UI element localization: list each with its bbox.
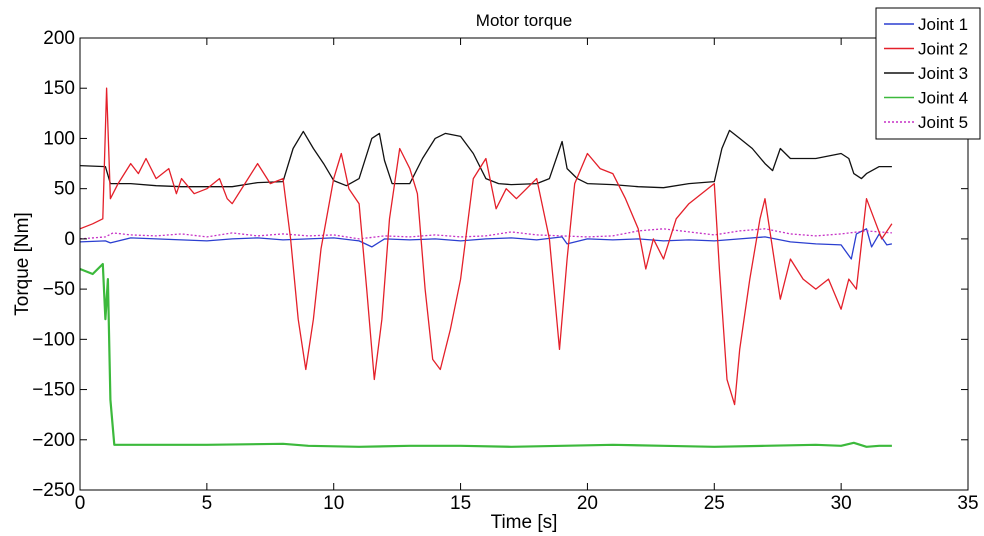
series-line-joint-1 xyxy=(80,228,893,260)
y-tick-label: 50 xyxy=(54,179,75,200)
x-tick-label: 15 xyxy=(450,493,471,514)
x-tick-label: 30 xyxy=(831,493,852,514)
x-tick-label: 20 xyxy=(577,493,598,514)
x-tick-label: 0 xyxy=(75,493,86,514)
y-tick-label: 100 xyxy=(43,128,75,149)
y-axis-title: Torque [Nm] xyxy=(12,212,33,315)
axes-ticks: 0 5 10 15 20 25 30 35 −250 −200 −150 −100 −50 0 50 100 1… xyxy=(32,28,978,514)
legend-label: Joint 2 xyxy=(918,40,968,59)
y-tick-label: −200 xyxy=(32,430,75,451)
x-tick-label: 35 xyxy=(957,493,978,514)
series-line-joint-4 xyxy=(80,262,892,448)
y-tick-label: 150 xyxy=(43,78,75,99)
legend-label: Joint 4 xyxy=(918,89,968,108)
series-line-joint-2 xyxy=(80,87,893,406)
series-line-joint-5 xyxy=(80,228,892,240)
y-tick-label: −100 xyxy=(32,329,75,350)
x-tick-label: 5 xyxy=(202,493,213,514)
x-tick-label: 10 xyxy=(323,493,344,514)
y-tick-label: −250 xyxy=(32,480,75,501)
y-tick-label: 200 xyxy=(43,28,75,49)
x-axis-title: Time [s] xyxy=(491,512,558,533)
x-tick-label: 25 xyxy=(704,493,725,514)
legend-label: Joint 5 xyxy=(918,113,968,132)
y-tick-label: −50 xyxy=(43,279,75,300)
legend-label: Joint 1 xyxy=(918,15,968,34)
chart-title: Motor torque xyxy=(476,11,572,30)
series-layer xyxy=(80,87,893,448)
plot-area-frame xyxy=(79,37,969,491)
series-line-joint-3 xyxy=(80,129,892,189)
y-tick-label: 0 xyxy=(64,229,75,250)
y-tick-label: −150 xyxy=(32,380,75,401)
legend: Joint 1 Joint 2 Joint 3 Joint 4 Joint 5 xyxy=(875,7,981,140)
legend-label: Joint 3 xyxy=(918,64,968,83)
